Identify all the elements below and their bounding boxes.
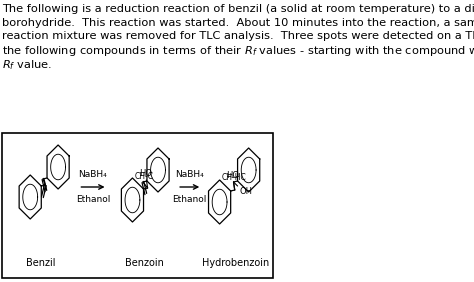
Text: HO: HO <box>139 169 152 178</box>
Text: Benzoin: Benzoin <box>125 258 164 268</box>
Text: reaction mixture was removed for TLC analysis.  Three spots were detected on a T: reaction mixture was removed for TLC ana… <box>2 31 474 41</box>
Text: The following is a reduction reaction of benzil (a solid at room temperature) to: The following is a reduction reaction of… <box>2 4 474 14</box>
Text: the following compounds in terms of their $R_f$ values - starting with the compo: the following compounds in terms of thei… <box>2 45 474 58</box>
Text: $R_f$ value.: $R_f$ value. <box>2 58 53 72</box>
Text: NaBH₄: NaBH₄ <box>79 170 107 179</box>
Text: CH-HC: CH-HC <box>222 173 246 182</box>
Text: Ethanol: Ethanol <box>172 195 207 204</box>
Text: CH-C: CH-C <box>135 172 154 181</box>
Text: Benzil: Benzil <box>26 258 55 268</box>
Text: Ethanol: Ethanol <box>76 195 110 204</box>
Bar <box>2 133 273 278</box>
Text: NaBH₄: NaBH₄ <box>175 170 204 179</box>
Text: HO: HO <box>226 171 239 180</box>
Text: OH: OH <box>239 187 252 196</box>
Text: borohydride.  This reaction was started.  About 10 minutes into the reaction, a : borohydride. This reaction was started. … <box>2 17 474 28</box>
Text: Hydrobenzoin: Hydrobenzoin <box>201 258 269 268</box>
